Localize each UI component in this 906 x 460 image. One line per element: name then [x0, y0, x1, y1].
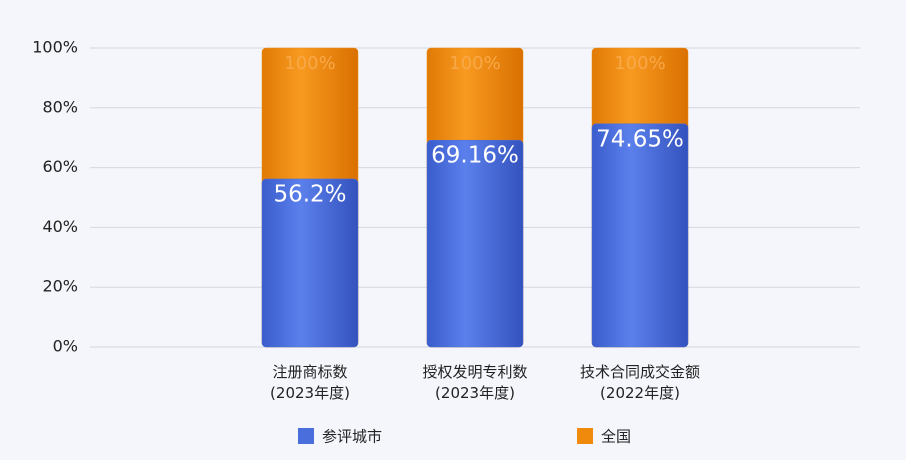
- y-tick-label: 40%: [42, 217, 78, 236]
- y-tick-label: 80%: [42, 97, 78, 116]
- bar: [591, 123, 689, 348]
- value-label: 69.16%: [431, 143, 519, 169]
- bar: [261, 178, 359, 348]
- value-label: 100%: [614, 53, 665, 74]
- value-label: 56.2%: [273, 181, 346, 207]
- legend-label: 全国: [601, 428, 631, 446]
- x-tick-label: 授权发明专利数 (2023年度): [422, 363, 528, 402]
- bar: [426, 139, 524, 348]
- value-label: 100%: [449, 53, 500, 74]
- x-tick-label: 注册商标数 (2023年度): [270, 363, 350, 402]
- legend-swatch: [577, 428, 593, 444]
- y-tick-label: 20%: [42, 277, 78, 296]
- y-tick-label: 60%: [42, 157, 78, 176]
- legend-label: 参评城市: [322, 428, 382, 446]
- value-label: 74.65%: [596, 126, 684, 152]
- legend-swatch: [298, 428, 314, 444]
- x-tick-label: 技术合同成交金额 (2022年度): [579, 363, 700, 402]
- y-tick-label: 0%: [53, 337, 78, 356]
- value-label: 100%: [284, 53, 335, 74]
- y-tick-label: 100%: [32, 38, 78, 57]
